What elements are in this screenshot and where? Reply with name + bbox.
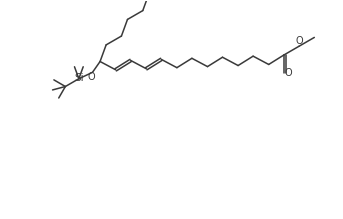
Text: O: O [284, 68, 292, 78]
Text: O: O [87, 72, 95, 82]
Text: Si: Si [74, 73, 84, 83]
Text: O: O [296, 37, 303, 46]
